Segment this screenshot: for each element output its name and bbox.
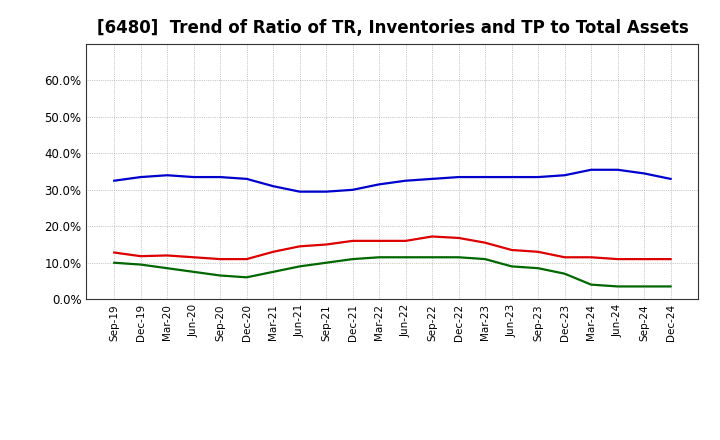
Line: Trade Payables: Trade Payables [114,257,670,286]
Trade Receivables [110,250,119,255]
Inventories [587,167,595,172]
Inventories [110,178,119,183]
Inventories [189,174,198,180]
Trade Receivables [613,257,622,262]
Inventories [216,174,225,180]
Trade Receivables [243,257,251,262]
Trade Receivables [295,244,304,249]
Inventories [401,178,410,183]
Inventories [348,187,357,192]
Trade Receivables [348,238,357,243]
Trade Receivables [216,257,225,262]
Inventories [534,174,542,180]
Inventories [613,167,622,172]
Trade Receivables [640,257,649,262]
Trade Payables [508,264,516,269]
Inventories [508,174,516,180]
Trade Payables [666,284,675,289]
Trade Receivables [508,247,516,253]
Trade Payables [560,271,569,276]
Trade Payables [587,282,595,287]
Inventories [295,189,304,194]
Trade Receivables [136,253,145,259]
Trade Payables [401,255,410,260]
Trade Receivables [560,255,569,260]
Inventories [243,176,251,182]
Trade Payables [534,266,542,271]
Inventories [454,174,463,180]
Trade Receivables [375,238,384,243]
Trade Payables [163,266,171,271]
Line: Trade Receivables: Trade Receivables [114,236,670,259]
Trade Payables [428,255,436,260]
Trade Receivables [401,238,410,243]
Inventories [428,176,436,182]
Trade Payables [454,255,463,260]
Trade Payables [322,260,330,265]
Trade Payables [481,257,490,262]
Inventories [163,172,171,178]
Inventories [269,183,277,189]
Trade Payables [189,269,198,275]
Title: [6480]  Trend of Ratio of TR, Inventories and TP to Total Assets: [6480] Trend of Ratio of TR, Inventories… [96,19,688,37]
Trade Payables [295,264,304,269]
Trade Payables [243,275,251,280]
Inventories [666,176,675,182]
Inventories [136,174,145,180]
Trade Payables [269,269,277,275]
Trade Receivables [587,255,595,260]
Trade Receivables [269,249,277,254]
Inventories [481,174,490,180]
Trade Receivables [666,257,675,262]
Trade Receivables [481,240,490,246]
Inventories [322,189,330,194]
Trade Receivables [534,249,542,254]
Trade Payables [375,255,384,260]
Trade Receivables [163,253,171,258]
Trade Receivables [454,235,463,241]
Trade Payables [640,284,649,289]
Inventories [375,182,384,187]
Inventories [640,171,649,176]
Trade Payables [216,273,225,278]
Trade Payables [110,260,119,265]
Trade Payables [613,284,622,289]
Inventories [560,172,569,178]
Trade Payables [348,257,357,262]
Trade Payables [136,262,145,267]
Trade Receivables [428,234,436,239]
Trade Receivables [189,255,198,260]
Line: Inventories: Inventories [114,170,670,192]
Trade Receivables [322,242,330,247]
